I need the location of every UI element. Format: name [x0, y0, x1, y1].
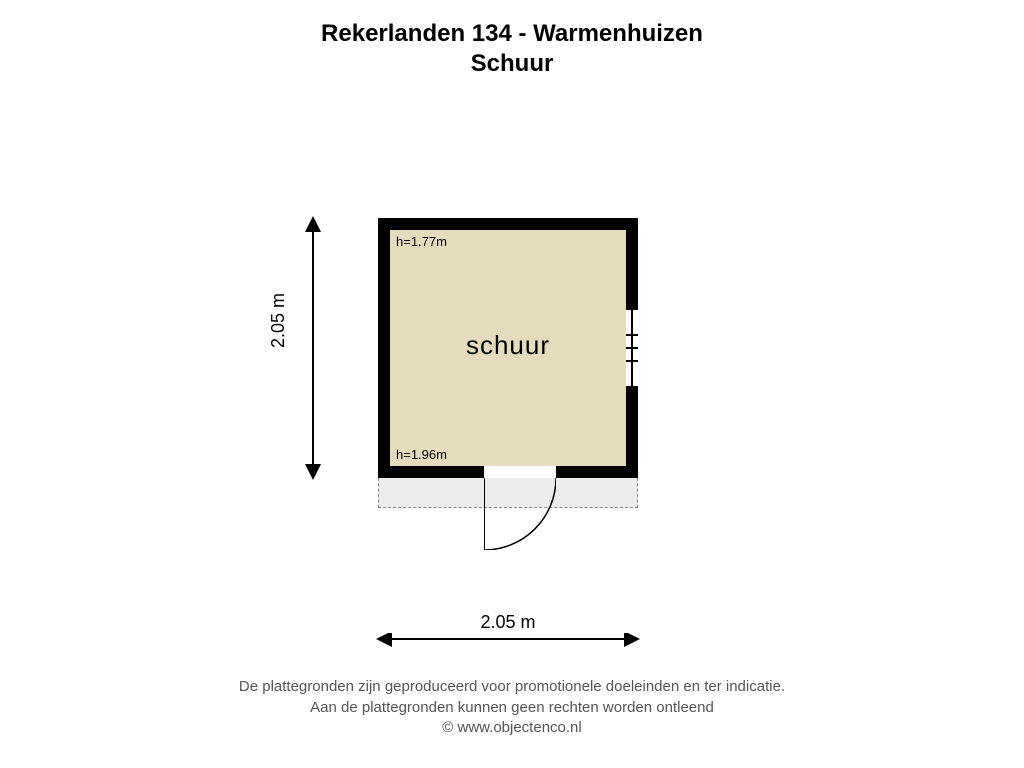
dimension-horizontal-line	[378, 638, 638, 640]
dimension-horizontal-label: 2.05 m	[378, 612, 638, 633]
arrow-right-icon	[624, 631, 640, 647]
dimension-horizontal: 2.05 m	[378, 620, 638, 660]
footer-disclaimer: De plattegronden zijn geproduceerd voor …	[0, 677, 1024, 738]
entry-pad	[378, 478, 638, 508]
footer-line-3: © www.objectenco.nl	[0, 718, 1024, 738]
dimension-vertical-label: 2.05 m	[268, 293, 289, 348]
footer-line-1: De plattegronden zijn geproduceerd voor …	[0, 677, 1024, 697]
footer-line-2: Aan de plattegronden kunnen geen rechten…	[0, 698, 1024, 718]
title-line-2: Schuur	[0, 50, 1024, 78]
room-label: schuur	[378, 330, 638, 361]
ceiling-height-top: h=1.77m	[396, 234, 447, 249]
arrow-left-icon	[376, 631, 392, 647]
title-block: Rekerlanden 134 - Warmenhuizen Schuur	[0, 20, 1024, 78]
floorplan-page: Rekerlanden 134 - Warmenhuizen Schuur h=…	[0, 0, 1024, 768]
ceiling-height-bottom: h=1.96m	[396, 447, 447, 462]
arrow-up-icon	[305, 216, 321, 232]
dimension-horizontal-text: 2.05 m	[470, 612, 545, 632]
floorplan: h=1.77m h=1.96m schuur	[378, 218, 638, 478]
dimension-vertical-line	[312, 218, 314, 478]
door-opening	[484, 466, 556, 478]
dimension-vertical: 2.05 m	[278, 218, 348, 478]
title-line-1: Rekerlanden 134 - Warmenhuizen	[0, 20, 1024, 48]
arrow-down-icon	[305, 464, 321, 480]
window-right	[626, 308, 638, 388]
